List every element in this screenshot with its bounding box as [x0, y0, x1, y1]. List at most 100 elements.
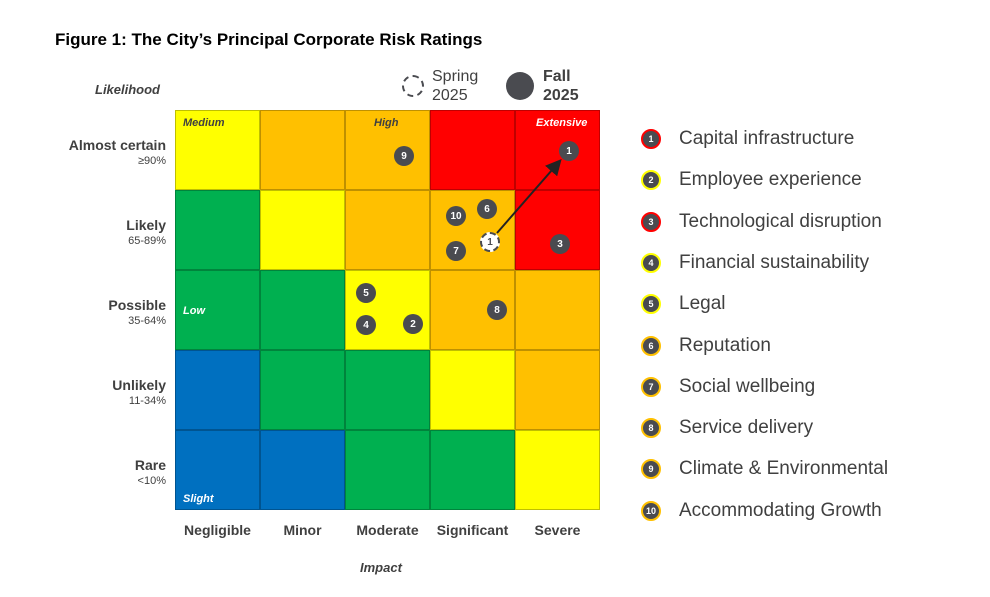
key-fall-year: 2025 [543, 87, 579, 104]
key-spring: Spring 2025 [402, 67, 478, 105]
legend-label: Financial sustainability [679, 251, 870, 273]
legend-badge: 2 [641, 170, 661, 191]
grid-cell-yellow [260, 190, 345, 270]
legend-label: Technological disruption [679, 210, 882, 232]
risk-marker-4-fall: 4 [356, 315, 376, 335]
grid-cell-green [260, 350, 345, 430]
dashed-circle-icon [402, 75, 424, 97]
likelihood-range: 35-64% [128, 315, 166, 327]
legend-item: 3 Technological disruption [641, 211, 882, 233]
key-fall-label: Fall [543, 68, 571, 85]
legend-badge: 4 [641, 252, 661, 273]
key-spring-year: 2025 [432, 87, 468, 104]
risk-marker-2-fall: 2 [403, 314, 423, 334]
risk-marker-5-fall: 5 [356, 283, 376, 303]
grid-cell-red [430, 110, 515, 190]
legend-item: 2 Employee experience [641, 169, 862, 191]
likelihood-label: Possible 35-64% [108, 297, 166, 327]
filled-circle-icon [506, 72, 534, 100]
legend-label: Social wellbeing [679, 375, 816, 397]
figure-title: Figure 1: The City’s Principal Corporate… [55, 30, 483, 49]
grid-cell-yellow [515, 430, 600, 510]
risk-marker-1-fall: 1 [559, 141, 579, 161]
grid-cell-green [345, 350, 430, 430]
legend-label: Service delivery [679, 417, 814, 439]
impact-label: Severe [534, 522, 581, 538]
risk-marker-10-fall: 10 [446, 206, 466, 226]
likelihood-range: <10% [137, 475, 166, 487]
legend-item: 1 Capital infrastructure [641, 128, 854, 150]
impact-label: Negligible [184, 522, 251, 538]
key-fall: Fall 2025 [506, 67, 579, 105]
likelihood-label: Likely 65-89% [126, 217, 166, 247]
zone-label-extensive: Extensive [536, 117, 588, 129]
zone-label-slight: Slight [183, 493, 214, 505]
legend-label: Legal [679, 293, 726, 315]
grid-cell-green [345, 430, 430, 510]
likelihood-range: 65-89% [128, 235, 166, 247]
risk-marker-9-fall: 9 [394, 146, 414, 166]
risk-marker-8-fall: 8 [487, 300, 507, 320]
legend-item: 8 Service delivery [641, 417, 813, 439]
impact-label: Minor [283, 522, 322, 538]
legend-badge: 5 [641, 294, 661, 315]
grid-cell-yellow [430, 350, 515, 430]
grid-cell-red [515, 190, 600, 270]
likelihood-range: ≥90% [137, 155, 166, 167]
risk-marker-7-fall: 7 [446, 241, 466, 261]
grid-cell-orange [515, 270, 600, 350]
likelihood-name: Almost certain [68, 137, 166, 153]
legend-badge: 3 [641, 211, 661, 232]
likelihood-name: Rare [134, 457, 166, 473]
likelihood-name: Possible [108, 297, 166, 313]
legend-badge: 1 [641, 129, 661, 149]
zone-label-high: High [374, 117, 399, 129]
legend-badge: 7 [641, 376, 661, 397]
grid-cell-orange [515, 350, 600, 430]
legend-label: Employee experience [679, 169, 862, 191]
grid-cell-green [430, 430, 515, 510]
legend-label: Climate & Environmental [679, 458, 889, 480]
x-axis-label: Impact [360, 560, 402, 575]
likelihood-label: Almost certain ≥90% [69, 137, 166, 167]
legend-item: 6 Reputation [641, 335, 771, 357]
grid-cell-blue [260, 430, 345, 510]
legend-item: 10 Accommodating Growth [641, 500, 882, 522]
legend-badge: 9 [641, 459, 661, 480]
grid-cell-blue [175, 350, 260, 430]
legend-label: Capital infrastructure [679, 128, 855, 149]
impact-label: Moderate [356, 522, 419, 538]
zone-label-low: Low [183, 305, 205, 317]
key-spring-label: Spring [432, 68, 479, 85]
likelihood-range: 11-34% [128, 395, 166, 407]
grid-cell-yellow [345, 270, 430, 350]
zone-label-medium: Medium [183, 117, 225, 129]
likelihood-name: Unlikely [112, 377, 166, 393]
y-axis-label: Likelihood [95, 82, 160, 97]
legend-badge: 6 [641, 335, 661, 356]
risk-marker-3-fall: 3 [550, 234, 570, 254]
legend-label: Reputation [679, 334, 771, 356]
likelihood-label: Rare <10% [135, 457, 166, 487]
legend-item: 9 Climate & Environmental [641, 458, 888, 480]
grid-cell-green [175, 270, 260, 350]
likelihood-label: Unlikely 11-34% [112, 377, 166, 407]
legend-item: 7 Social wellbeing [641, 376, 815, 398]
legend-badge: 8 [641, 418, 661, 439]
risk-marker-6-fall: 6 [477, 199, 497, 219]
grid-cell-orange [345, 190, 430, 270]
impact-label: Significant [436, 522, 509, 538]
legend-label: Accommodating Growth [679, 499, 882, 521]
grid-cell-green [260, 270, 345, 350]
grid-cell-orange [345, 110, 430, 190]
legend-item: 5 Legal [641, 293, 726, 315]
risk-marker-1-spring: 1 [480, 232, 500, 252]
legend-item: 4 Financial sustainability [641, 252, 869, 274]
movement-arrow [496, 158, 562, 234]
risk-grid: Medium High Extensive Low Slight 1 1 2 3 4 5 6… [175, 110, 600, 510]
grid-cell-green [175, 190, 260, 270]
grid-cell-red [515, 110, 600, 190]
legend-badge: 10 [641, 500, 661, 521]
likelihood-name: Likely [126, 217, 166, 233]
